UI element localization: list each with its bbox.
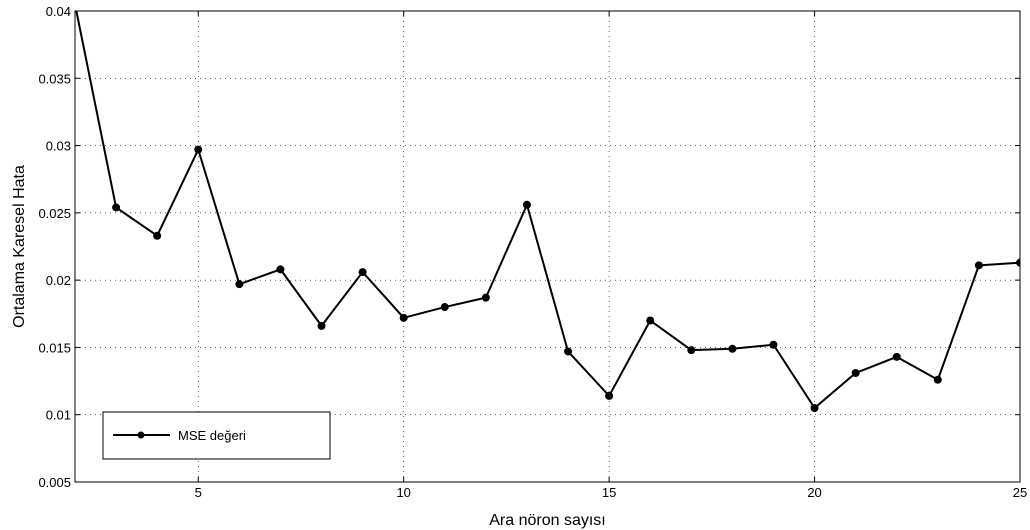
x-tick-label: 25	[1013, 485, 1027, 500]
data-point	[235, 280, 244, 289]
data-point	[1016, 258, 1020, 267]
data-point	[317, 321, 326, 330]
y-tick-label: 0.01	[46, 408, 71, 423]
data-point	[522, 200, 531, 209]
x-tick-label: 15	[602, 485, 616, 500]
axis-tick-labels: 5 10 15 20 25 0.005 0.01 0.015 0.02 0.025 0.03 0.03…	[38, 4, 1027, 500]
y-tick-label: 0.015	[38, 340, 71, 355]
y-tick-label: 0.005	[38, 475, 71, 490]
data-point	[851, 368, 860, 377]
data-point	[810, 403, 819, 412]
legend-entry-label: MSE değeri	[178, 428, 246, 443]
data-point	[605, 391, 614, 400]
data-point	[933, 375, 942, 384]
data-point	[153, 231, 162, 240]
data-point	[112, 203, 121, 212]
y-tick-label: 0.025	[38, 206, 71, 221]
axis-ticks	[75, 10, 1021, 483]
x-tick-label: 10	[396, 485, 410, 500]
x-tick-label: 20	[807, 485, 821, 500]
data-point	[194, 145, 203, 154]
data-point	[481, 293, 490, 302]
data-point	[276, 265, 285, 274]
y-tick-label: 0.04	[46, 4, 71, 19]
y-tick-label: 0.03	[46, 139, 71, 154]
data-point	[358, 268, 367, 277]
series-line	[75, 11, 1020, 409]
legend-marker	[137, 431, 145, 439]
data-point	[769, 340, 778, 349]
data-point	[71, 0, 79, 8]
data-point	[728, 344, 737, 353]
x-axis-label: Ara nöron sayısı	[489, 512, 606, 529]
y-tick-label: 0.035	[38, 71, 71, 86]
data-point	[399, 313, 408, 322]
series-group	[71, 0, 1020, 412]
data-point	[892, 352, 901, 361]
data-point	[646, 316, 655, 325]
data-point	[564, 347, 573, 356]
plot-area-frame	[74, 10, 1021, 483]
y-axis-label: Ortalama Karesel Hata	[11, 165, 28, 328]
legend: MSE değeri	[102, 411, 331, 460]
series-layer	[71, 0, 1020, 412]
grid-lines	[75, 11, 1020, 482]
x-tick-label: 5	[195, 485, 202, 500]
y-tick-label: 0.02	[46, 273, 71, 288]
data-point	[687, 346, 696, 355]
data-point	[440, 303, 449, 312]
data-point	[974, 261, 983, 270]
